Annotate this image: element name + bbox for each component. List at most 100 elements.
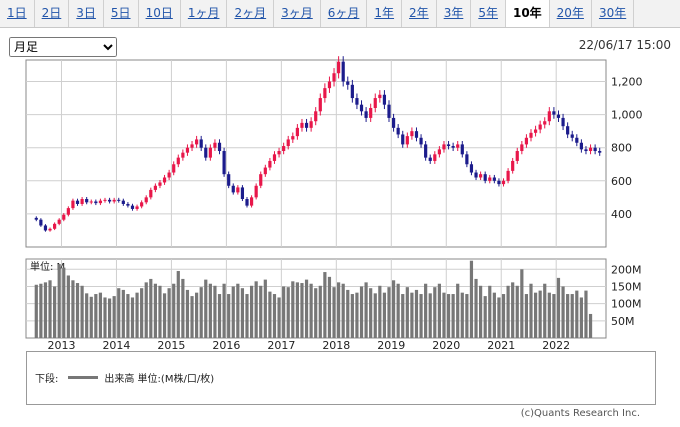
period-tab-6[interactable]: 2ヶ月 [227,0,275,27]
candle-body [543,121,547,125]
volume-bar [492,292,496,338]
candle-body [75,200,80,204]
volume-bar [295,282,299,338]
candle-body [584,149,588,152]
volume-unit-label: 単位: M [30,260,65,273]
volume-bar [369,288,373,338]
x-tick-label: 2014 [102,339,130,350]
period-tab-7[interactable]: 3ヶ月 [274,0,321,27]
volume-bar [149,278,153,338]
volume-bar [314,288,318,338]
volume-bar [263,279,267,338]
volume-bar [43,282,48,338]
last-update-timestamp: 22/06/17 15:00 [578,38,671,52]
volume-bar [497,297,501,338]
volume-bar [107,298,112,338]
period-tab-13[interactable]: 10年 [505,0,550,27]
candle-body [405,136,409,145]
candle-body [552,111,556,115]
volume-bar [140,288,144,338]
period-tab-2[interactable]: 3日 [69,0,104,27]
candle-interval-select[interactable]: 月足 [9,37,117,57]
volume-bar [424,283,428,338]
volume-bar [570,294,574,338]
period-tab-12[interactable]: 5年 [471,0,506,27]
volume-bar [414,289,419,338]
volume-bar [405,287,409,338]
price-tick-label: 400 [611,208,632,221]
volume-bar [520,269,524,338]
period-tab-8[interactable]: 6ヶ月 [321,0,368,27]
volume-bar [456,283,460,338]
candle-body [80,199,84,204]
candle-body [199,139,203,148]
volume-bar [213,285,217,338]
price-tick-label: 1,000 [611,109,643,122]
period-tab-9[interactable]: 1年 [367,0,403,27]
volume-bar [117,288,121,338]
candle-body [529,132,533,138]
candle-body [332,73,336,82]
candle-body [121,200,125,204]
volume-bar [62,267,66,338]
period-tab-15[interactable]: 30年 [592,0,635,27]
candle-body [433,154,437,161]
volume-bar [387,287,391,338]
candle-body [424,144,428,158]
volume-bar [561,286,565,338]
period-tab-4[interactable]: 10日 [139,0,181,27]
volume-bar [222,283,226,338]
candle-body [355,98,359,105]
period-tab-3[interactable]: 5日 [104,0,139,27]
x-tick-label: 2020 [432,339,460,350]
period-tab-14[interactable]: 20年 [550,0,592,27]
candle-body [391,117,396,128]
volume-bar [524,294,529,338]
candle-body [249,197,254,206]
volume-bar [304,279,309,338]
period-tab-1[interactable]: 2日 [35,0,70,27]
period-tab-5[interactable]: 1ヶ月 [181,0,228,27]
candle-body [474,172,478,178]
volume-bar [382,292,387,338]
x-tick-label: 2016 [212,339,240,350]
candle-body [190,144,194,148]
legend-volume-text: 出来高 単位:(M株/口/枚) [104,374,215,385]
candle-body [538,124,542,130]
period-tab-0[interactable]: 1日 [0,0,35,27]
candle-body [89,201,93,203]
candle-body [593,147,597,152]
candle-body [300,122,304,128]
volume-bar [556,277,561,338]
volume-bar [364,282,368,338]
candle-body [520,144,524,152]
candle-body [460,144,464,155]
candle-body [492,177,496,181]
volume-bar [323,272,327,338]
volume-bar [162,293,167,338]
volume-bar [588,313,593,338]
volume-bar [332,287,336,338]
candle-body [217,142,222,152]
volume-bar [98,292,103,338]
candle-body [181,152,185,158]
candle-body [126,203,130,206]
volume-bar [71,280,75,338]
candle-body [524,137,529,145]
candle-body [39,219,43,226]
period-tab-11[interactable]: 3年 [437,0,472,27]
candle-body [227,174,231,186]
volume-bar [446,294,451,338]
candle-body [378,94,382,99]
volume-bar [103,297,107,338]
candle-body [437,149,441,155]
volume-bar [167,288,171,338]
candle-body [98,200,103,204]
volume-bar [245,294,249,338]
volume-bar [552,294,556,338]
price-tick-label: 600 [611,175,632,188]
period-tab-10[interactable]: 2年 [402,0,437,27]
candle-body [469,164,474,173]
candle-body [359,104,364,112]
candle-body [204,147,208,158]
